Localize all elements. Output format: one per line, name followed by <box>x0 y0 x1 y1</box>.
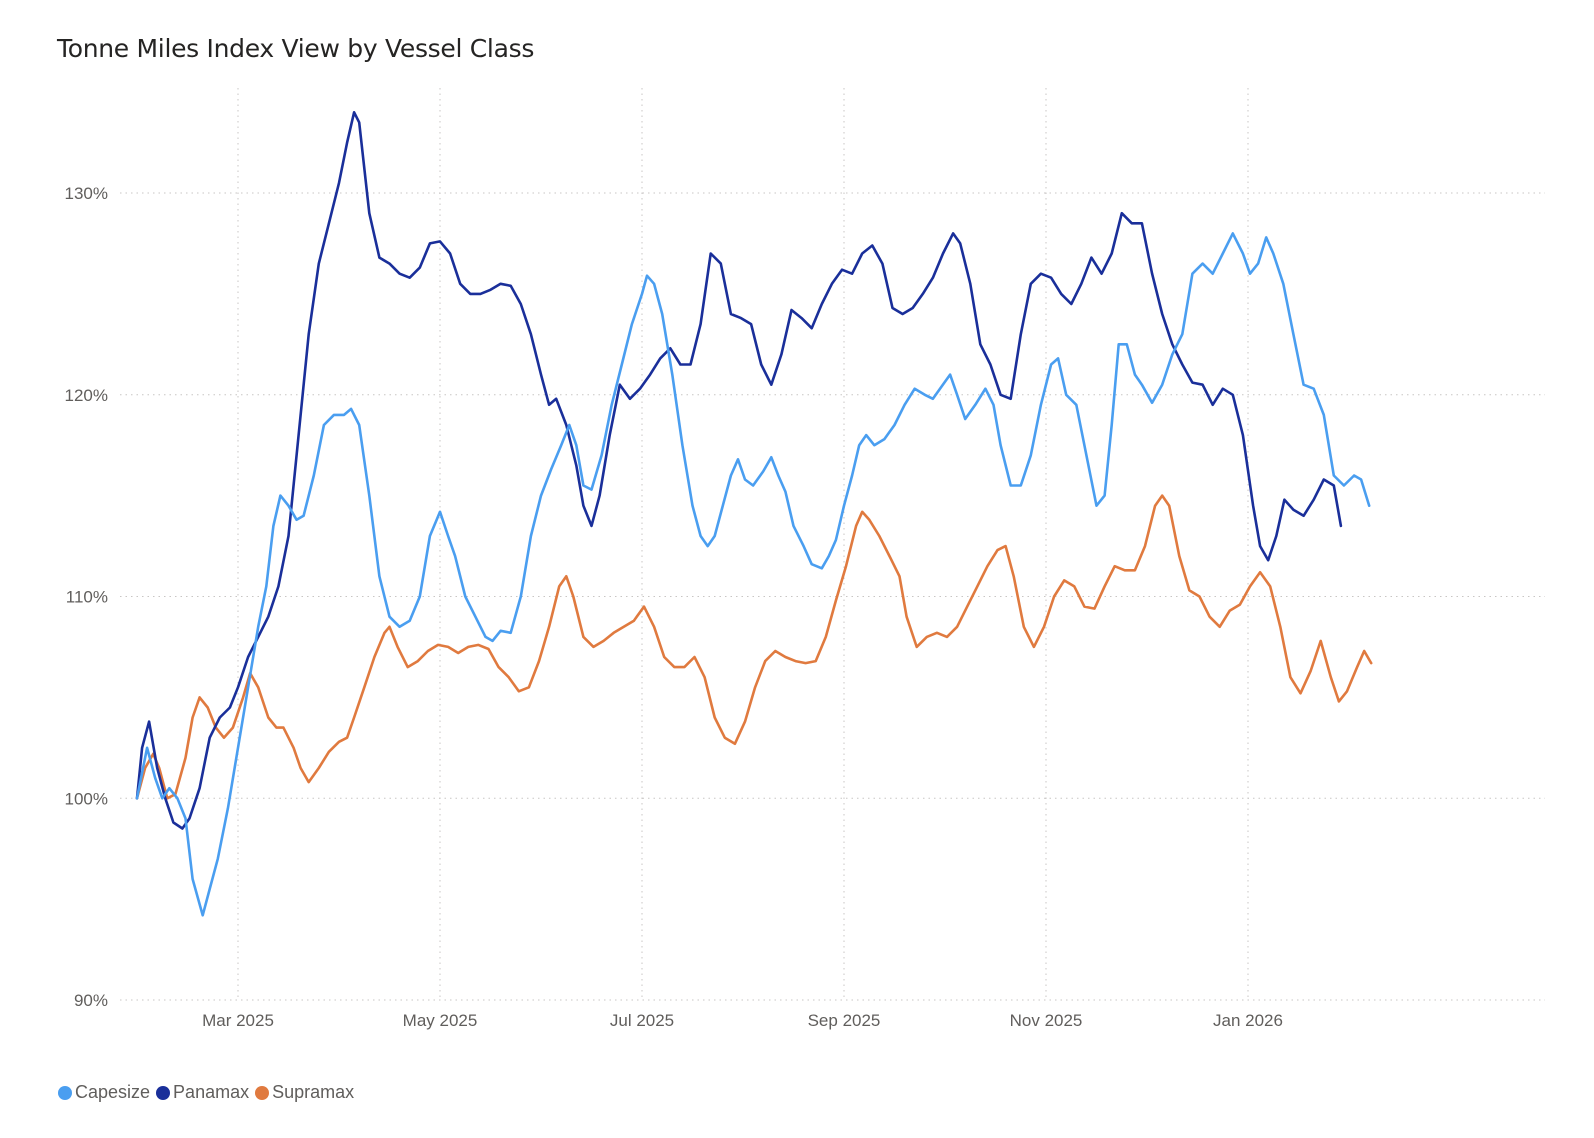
y-tick-label: 90% <box>74 991 108 1010</box>
x-tick-label: Sep 2025 <box>808 1011 881 1030</box>
x-tick-label: Nov 2025 <box>1010 1011 1083 1030</box>
legend-label-capesize: Capesize <box>75 1082 151 1102</box>
y-tick-label: 110% <box>66 588 108 607</box>
grid-layer <box>120 88 1545 1001</box>
x-tick-label: Mar 2025 <box>202 1011 274 1030</box>
series-layer <box>135 111 1373 917</box>
axis-layer: 90% 100% 110% 120% 130% Mar 2025 May 2025 Jul 2… <box>65 184 1283 1030</box>
legend-item-supramax[interactable]: Supramax <box>255 1082 354 1103</box>
chart-title: Tonne Miles Index View by Vessel Class <box>57 34 535 63</box>
x-tick-label: Jan 2026 <box>1213 1011 1283 1030</box>
series-line-capesize[interactable] <box>135 232 1371 917</box>
y-tick-label: 120% <box>65 386 108 405</box>
x-tick-label: May 2025 <box>403 1011 478 1030</box>
legend-item-capesize[interactable]: Capesize <box>58 1082 150 1103</box>
series-line-panamax[interactable] <box>135 111 1343 830</box>
legend-dot-supramax <box>255 1085 270 1100</box>
legend-label-supramax: Supramax <box>272 1082 355 1102</box>
legend-item-panamax[interactable]: Panamax <box>156 1082 249 1103</box>
legend-dot-panamax <box>156 1085 171 1100</box>
y-tick-label: 100% <box>65 789 108 808</box>
x-tick-label: Jul 2025 <box>610 1011 674 1030</box>
legend: Capesize Panamax Supramax <box>58 1082 360 1103</box>
legend-label-panamax: Panamax <box>173 1082 250 1102</box>
y-tick-label: 130% <box>65 184 108 203</box>
series-line-supramax[interactable] <box>135 494 1373 800</box>
legend-dot-capesize <box>58 1085 72 1100</box>
